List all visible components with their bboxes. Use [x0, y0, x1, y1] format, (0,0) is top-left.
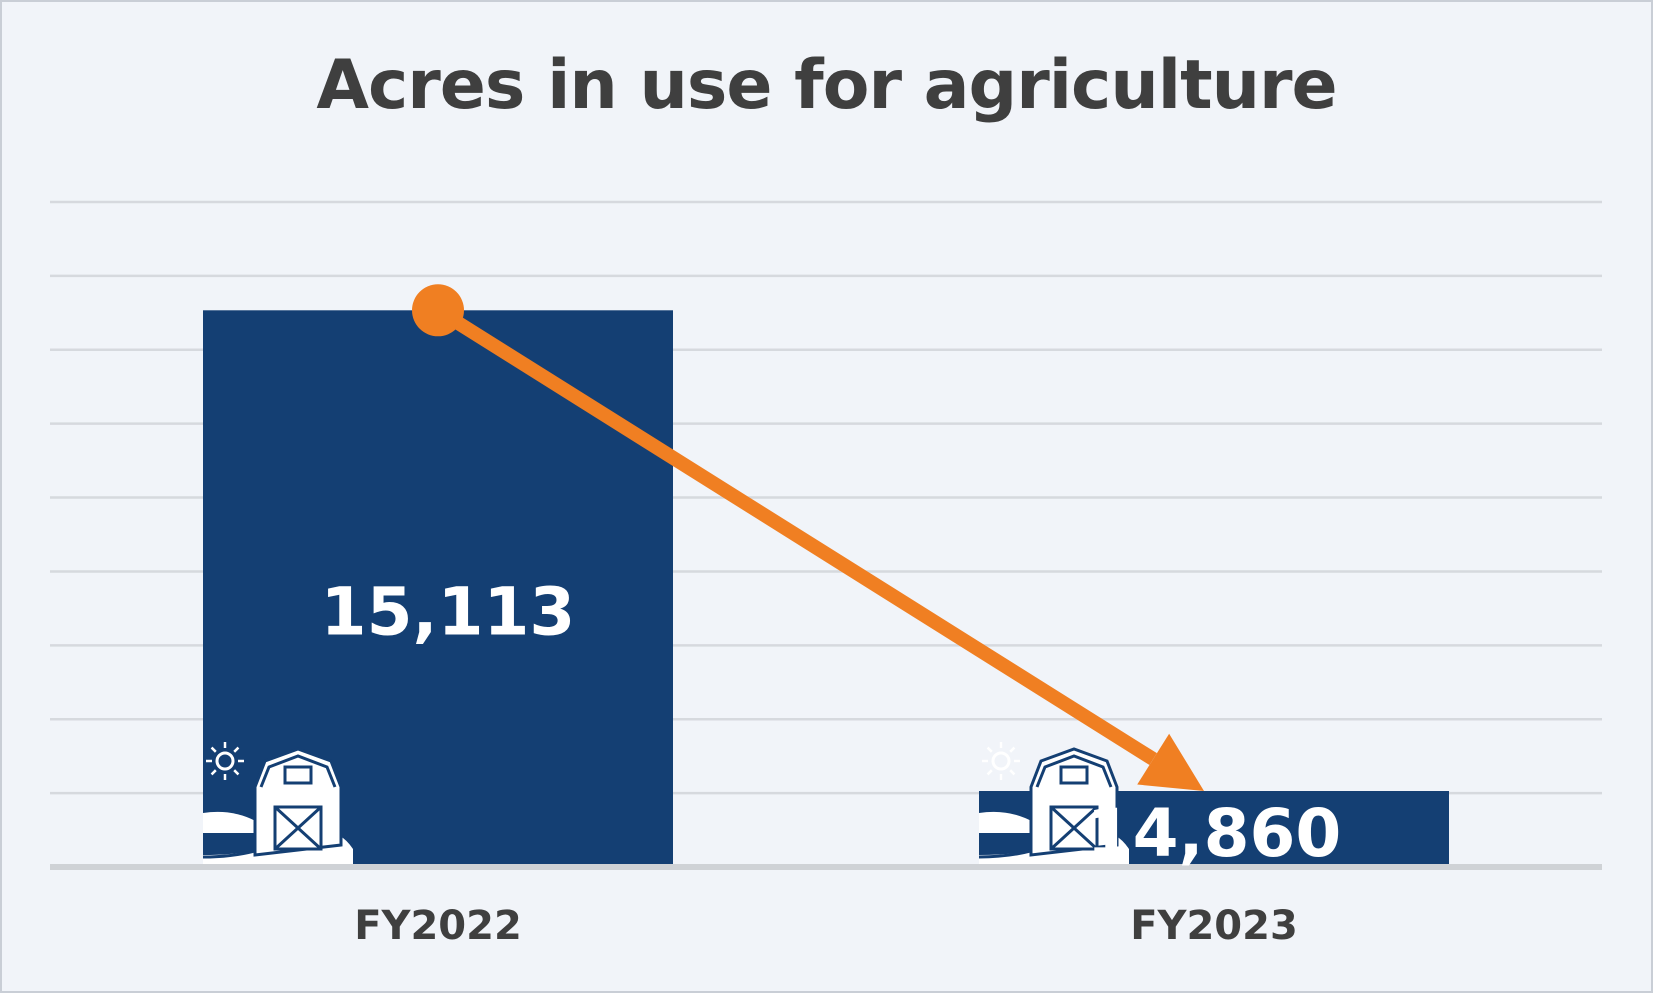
data-labels: 15,113 14,860 — [321, 574, 1342, 873]
data-label-fy2023: 14,860 — [1087, 795, 1342, 872]
trend-arrow-head — [1137, 733, 1204, 791]
bar-group-fy2023 — [978, 742, 1449, 867]
trend-arrow-start-dot — [412, 284, 464, 337]
x-tick-label-fy2022: FY2022 — [354, 903, 522, 949]
barn-farm-icon — [978, 742, 1129, 867]
trend-arrow-shaft — [434, 304, 1157, 766]
chart-title: Acres in use for agriculture — [316, 46, 1337, 125]
barn-farm-icon — [202, 742, 353, 867]
trend-arrow — [412, 284, 1204, 791]
x-tick-labels: FY2022 FY2023 — [354, 903, 1298, 949]
x-tick-label-fy2023: FY2023 — [1130, 903, 1298, 949]
bar-group-fy2022 — [202, 310, 673, 867]
data-label-fy2022: 15,113 — [321, 574, 576, 651]
bars — [202, 310, 1449, 867]
